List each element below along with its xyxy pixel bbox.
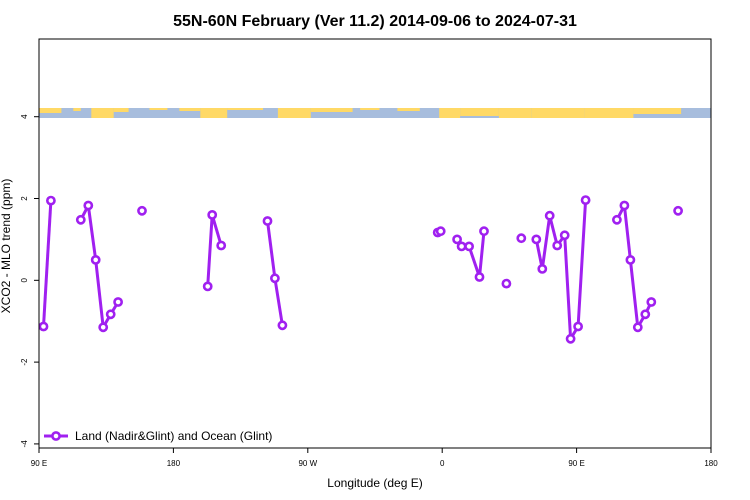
x-axis: 90 E 180 90 W 0 90 E 180 [31, 448, 718, 468]
x-tick-label: 90 E [568, 459, 584, 468]
data-point [573, 321, 583, 332]
legend: Land (Nadir&Glint) and Ocean (Glint) [44, 429, 272, 443]
series-line [266, 220, 284, 326]
y-axis-label: XCO2 - MLO trend (ppm) [0, 179, 13, 314]
data-point [646, 297, 657, 307]
data-point [452, 234, 462, 245]
data-point [262, 216, 273, 226]
data-point [612, 214, 622, 225]
land-patch [39, 108, 62, 113]
data-point [137, 205, 147, 216]
data-point [552, 240, 563, 251]
data-point [277, 320, 288, 331]
data-point [90, 254, 101, 265]
data-point [98, 322, 109, 333]
data-point [559, 230, 570, 241]
plot-marks [39, 195, 683, 344]
land-patch [360, 108, 380, 110]
land-patch [277, 108, 311, 118]
chart-title: 55N-60N February (Ver 11.2) 2014-09-06 t… [173, 13, 577, 30]
land-patch [200, 108, 228, 118]
data-point [565, 333, 576, 344]
series-line [79, 204, 120, 329]
land-patch [149, 108, 168, 110]
land-patch [439, 108, 461, 118]
land-patch [633, 108, 682, 114]
land-patch [227, 108, 263, 110]
y-axis: -4 -2 0 2 4 [20, 114, 39, 448]
data-point [113, 297, 123, 307]
data-point [75, 214, 86, 225]
series-line [615, 204, 653, 329]
data-point [516, 233, 527, 244]
plot-frame [38, 38, 712, 449]
land-patch [397, 108, 420, 111]
data-point [544, 210, 555, 221]
land-patch [460, 108, 499, 116]
y-tick-label: 0 [20, 278, 29, 283]
data-point [269, 273, 280, 284]
land-patch [113, 108, 129, 112]
data-point [474, 272, 485, 282]
land-patch [91, 108, 114, 118]
x-axis-label: Longitude (deg E) [327, 476, 422, 490]
ocean-band [39, 108, 711, 118]
land-patch [179, 108, 201, 111]
data-point [537, 263, 548, 274]
map-strip [39, 108, 711, 118]
data-point [456, 241, 467, 252]
x-tick-label: 90 E [31, 459, 47, 468]
data-point [202, 281, 213, 292]
data-point [39, 321, 49, 332]
data-point [531, 234, 542, 245]
data-point [207, 209, 218, 220]
y-tick-label: 4 [20, 114, 29, 119]
data-point [580, 195, 591, 205]
x-tick-label: 180 [704, 459, 718, 468]
data-point [673, 205, 683, 216]
land-band [39, 108, 682, 118]
legend-label: Land (Nadir&Glint) and Ocean (Glint) [75, 429, 272, 443]
series-line [206, 213, 223, 287]
y-tick-label: 2 [20, 196, 29, 201]
data-point [625, 254, 636, 265]
x-tick-label: 180 [167, 459, 181, 468]
data-point [105, 309, 116, 320]
data-point [83, 200, 94, 211]
x-tick-label: 0 [440, 459, 445, 468]
data-point [216, 240, 227, 251]
data-point [640, 309, 651, 320]
land-patch [73, 108, 81, 111]
data-point [632, 322, 643, 333]
data-point [435, 226, 446, 237]
land-patch [531, 108, 585, 118]
land-patch [584, 108, 634, 118]
land-patch [498, 108, 532, 118]
land-patch [310, 108, 353, 112]
data-point [479, 226, 489, 237]
series-line [42, 200, 53, 327]
data-point [619, 200, 630, 211]
legend-marker [51, 431, 61, 441]
y-tick-label: -2 [20, 358, 29, 366]
data-point [464, 241, 474, 252]
data-point [501, 278, 512, 289]
data-point [46, 195, 56, 206]
y-tick-label: -4 [20, 440, 29, 448]
x-tick-label: 90 W [298, 459, 317, 468]
